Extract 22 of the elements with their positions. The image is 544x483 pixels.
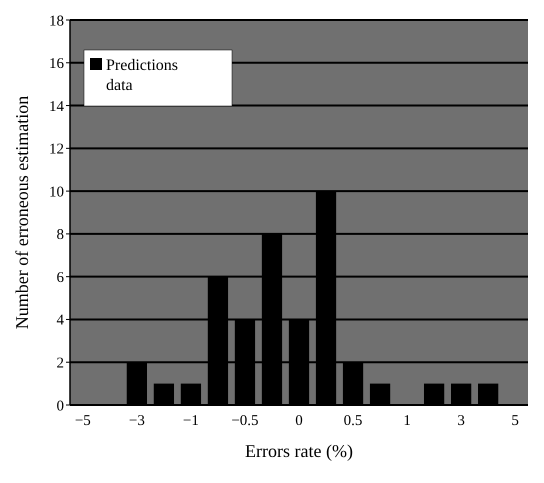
x-tick-label: −1 <box>182 413 199 429</box>
y-tick-label: 18 <box>49 13 64 30</box>
x-tick-label: −3 <box>128 413 145 429</box>
y-tick-label: 2 <box>56 355 64 372</box>
y-tick-label: 12 <box>49 142 64 158</box>
y-tick-label: 16 <box>49 56 64 72</box>
x-axis-title: Errors rate (%) <box>245 441 353 461</box>
y-tick-label: 14 <box>49 98 64 115</box>
y-tick-label: 8 <box>56 227 64 244</box>
x-tick-label: 5 <box>511 413 519 429</box>
y-tick-label: 0 <box>56 398 64 414</box>
y-axis-title: Number of erroneous estimation <box>12 96 32 330</box>
x-tick-label: 0 <box>295 413 303 429</box>
x-tick-label: 0.5 <box>344 413 362 429</box>
legend-label: Predictions data <box>106 57 178 94</box>
y-tick-label: 6 <box>56 270 64 286</box>
y-tick-label: 10 <box>49 184 64 200</box>
x-tick-label: −5 <box>74 413 91 429</box>
x-tick-label: 1 <box>403 413 411 429</box>
y-tick-label: 4 <box>56 312 64 329</box>
x-tick-label: 3 <box>457 413 465 429</box>
x-tick-label: −0.5 <box>231 413 259 429</box>
